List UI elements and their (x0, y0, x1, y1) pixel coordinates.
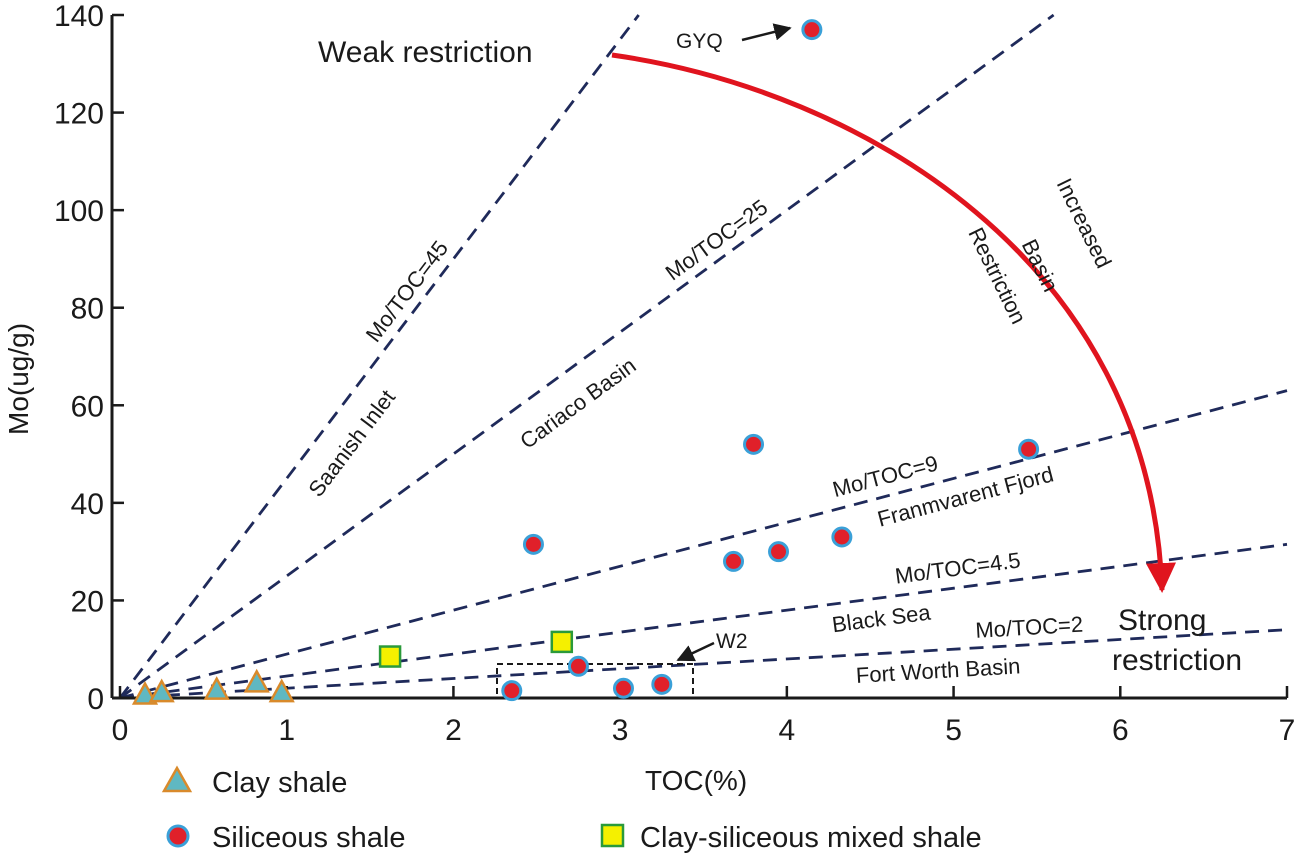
x-axis-title: TOC(%) (645, 765, 747, 796)
ratio-label: Mo/TOC=25 (661, 194, 773, 285)
w2-box (496, 663, 694, 699)
ratio-label-group: Mo/TOC=2 (975, 612, 1084, 643)
mixed-shale-point (378, 645, 402, 668)
strong-restriction-label-1: Strong (1118, 604, 1206, 637)
ratio-line (119, 389, 1288, 700)
legend-clay-shale-label: Clay shale (212, 767, 347, 799)
clay-shale-point (148, 678, 175, 703)
ratio-label: Mo/TOC=45 (361, 236, 454, 347)
restriction-arrow (611, 52, 1176, 593)
ratio-label-group: Mo/TOC=45 (361, 236, 454, 347)
basin-label: Basin (1017, 235, 1064, 295)
mixed-shale-point (550, 630, 574, 654)
basin-label-group: Cariaco Basin (515, 353, 640, 454)
basin-label: Fort Worth Basin (855, 653, 1021, 688)
y-tick-label: 120 (54, 98, 104, 131)
x-tick-label: 1 (278, 714, 295, 747)
strong-restriction-label-2: restriction (1112, 644, 1242, 677)
legend-mixed-shale-marker (600, 823, 625, 848)
basin-label: Black Sea (830, 599, 932, 637)
legend: Clay shale Siliceous shale Clay-siliceou… (161, 765, 982, 854)
basin-label: Cariaco Basin (515, 353, 640, 454)
x-tick-label: 0 (112, 714, 129, 747)
y-tick-label: 20 (71, 585, 104, 618)
legend-siliceous-shale-marker (166, 824, 190, 848)
gyq-arrow (741, 23, 792, 42)
y-tick-label: 140 (54, 0, 104, 33)
clay-shale-point (268, 678, 295, 703)
basin-label-group: Saanish Inlet (303, 385, 400, 501)
legend-siliceous-shale-label: Siliceous shale (212, 822, 405, 854)
siliceous-shale-point (522, 533, 544, 555)
siliceous-shale-point (567, 655, 589, 677)
w2-arrow (676, 641, 715, 662)
siliceous-shale-point (1018, 438, 1040, 460)
ratio-line (119, 13, 1055, 700)
ratio-line (119, 628, 1288, 700)
weak-restriction-label: Weak restriction (318, 36, 533, 69)
svg-text:Increased: Increased (1052, 174, 1117, 272)
clay-shale-point (243, 668, 270, 693)
x-tick-label: 5 (945, 714, 962, 747)
ratio-label: Mo/TOC=2 (975, 612, 1084, 643)
siliceous-shale-point (768, 541, 790, 563)
ratio-line (119, 542, 1288, 700)
siliceous-shale-point (801, 19, 823, 41)
axes: 0 1 2 3 4 5 6 7 0 20 40 60 80 100 120 140 (54, 0, 1295, 747)
siliceous-shale-point (651, 673, 673, 695)
x-tick-label: 4 (779, 714, 796, 747)
y-axis-title: Mo(ug/g) (3, 323, 34, 435)
ratio-line (118, 14, 640, 699)
increased-restriction-label: Increased (1052, 174, 1117, 272)
basin-label-group: Fort Worth Basin (855, 653, 1021, 688)
siliceous-shale-point (501, 680, 523, 702)
svg-text:Restriction: Restriction (963, 224, 1031, 328)
y-tick-label: 0 (87, 683, 104, 716)
gyq-label: GYQ (676, 30, 723, 53)
ratio-lines (118, 13, 1288, 700)
ratio-label-group: Mo/TOC=25 (661, 194, 773, 285)
w2-label: W2 (716, 630, 748, 653)
data-points (131, 19, 1040, 705)
clay-shale-point (131, 680, 159, 705)
x-tick-label: 3 (612, 714, 629, 747)
x-tick-label: 2 (445, 714, 462, 747)
y-tick-label: 60 (71, 390, 104, 423)
y-tick-label: 80 (71, 293, 104, 326)
restriction-label: Restriction (963, 224, 1031, 328)
basin-label-group: Black Sea (830, 599, 932, 637)
siliceous-shale-point (743, 433, 765, 455)
x-tick-label: 6 (1112, 714, 1129, 747)
ratio-label-group: Mo/TOC=4.5 (894, 547, 1022, 588)
siliceous-shale-point (612, 677, 634, 699)
svg-text:Basin: Basin (1017, 235, 1064, 295)
ratio-label: Mo/TOC=4.5 (894, 547, 1022, 588)
y-tick-label: 100 (54, 195, 104, 228)
siliceous-shale-point (723, 550, 745, 572)
legend-mixed-shale-label: Clay-siliceous mixed shale (640, 822, 982, 854)
basin-label: Saanish Inlet (303, 385, 400, 501)
clay-shale-point (203, 676, 230, 700)
legend-clay-shale-marker (161, 765, 193, 793)
siliceous-shale-point (831, 526, 853, 548)
x-tick-label: 7 (1279, 714, 1296, 747)
y-tick-label: 40 (71, 488, 104, 521)
